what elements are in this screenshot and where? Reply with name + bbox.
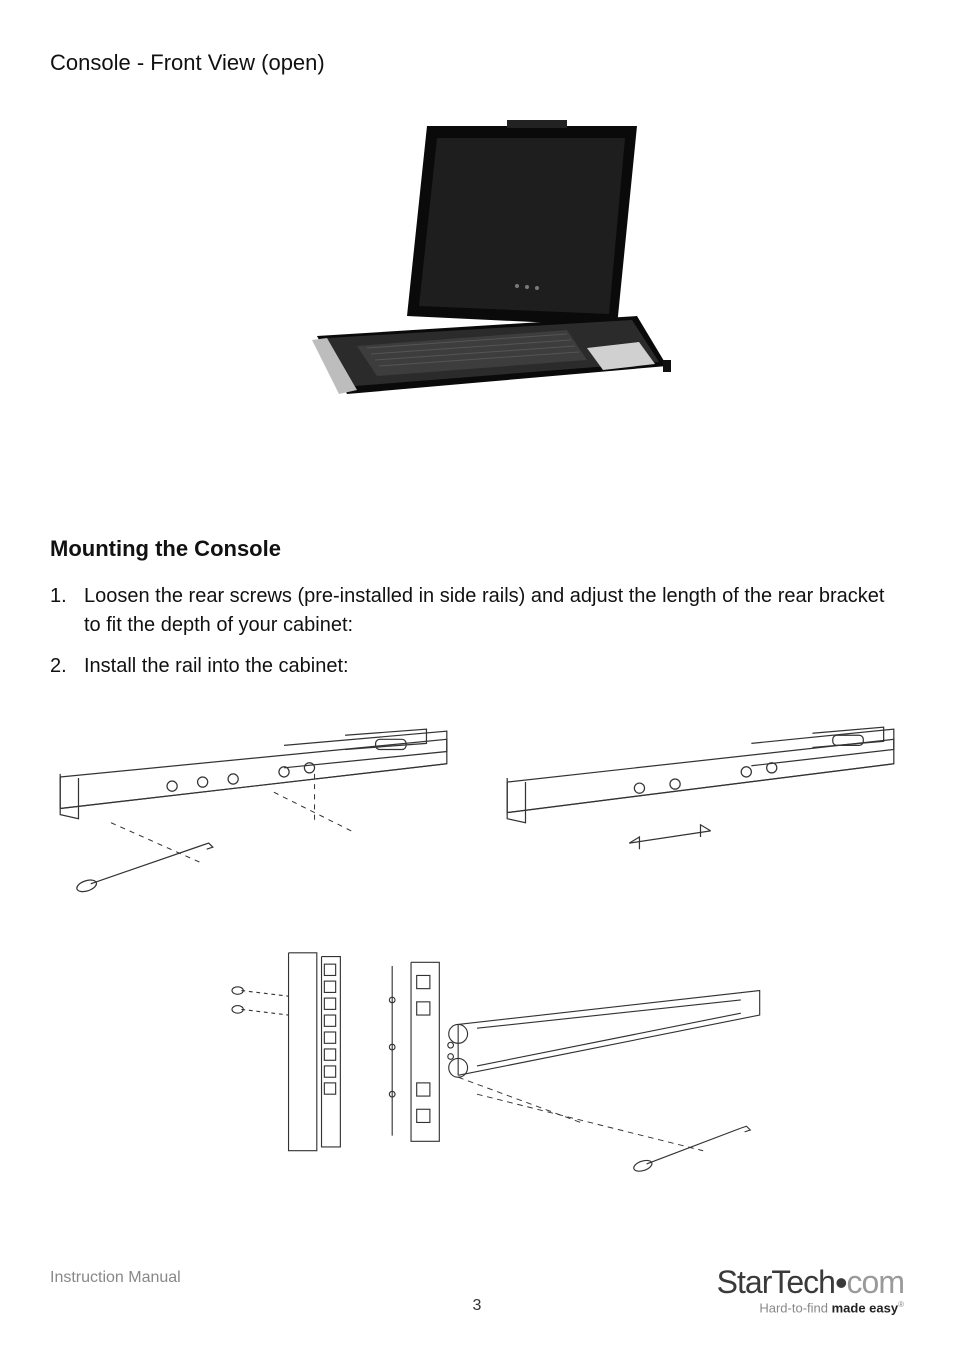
product-photo-container (50, 116, 904, 426)
section-title: Console - Front View (open) (50, 50, 904, 76)
rail-install-diagram (157, 934, 797, 1179)
brand-logo-light: com (847, 1264, 904, 1300)
brand-tagline-prefix: Hard-to-find (759, 1300, 831, 1315)
footer-manual-label: Instruction Manual (50, 1269, 181, 1287)
brand-logo-dot-icon: • (835, 1262, 847, 1303)
rail-install-diagram-container (50, 934, 904, 1179)
brand-logo: StarTech•com Hard-to-find made easy® (717, 1260, 904, 1315)
step-item: Install the rail into the cabinet: (50, 652, 904, 681)
rail-diagram-right (497, 721, 904, 894)
brand-tagline-registered-icon: ® (898, 1300, 904, 1309)
brand-logo-dark: StarTech (717, 1264, 835, 1300)
brand-tagline: Hard-to-find made easy® (717, 1300, 904, 1315)
page-footer: Instruction Manual 3 StarTech•com Hard-t… (50, 1245, 904, 1315)
mounting-subheading: Mounting the Console (50, 536, 904, 562)
brand-logo-text: StarTech•com (717, 1260, 904, 1302)
rail-adjust-diagrams (50, 721, 904, 894)
steps-list: Loosen the rear screws (pre-installed in… (50, 582, 904, 681)
step-item: Loosen the rear screws (pre-installed in… (50, 582, 904, 640)
rail-diagram-left (50, 721, 457, 894)
console-photo (267, 116, 687, 426)
